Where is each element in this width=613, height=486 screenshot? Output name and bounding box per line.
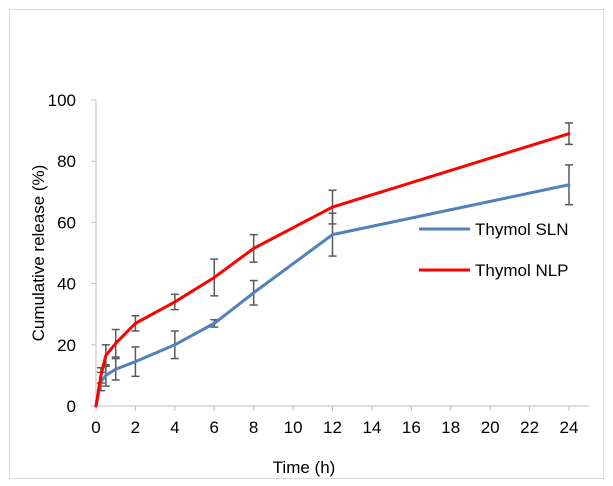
series-line-2 <box>94 132 571 408</box>
legend-label-1: Thymol SLN <box>475 220 569 239</box>
x-tick-label: 14 <box>362 418 381 437</box>
legend-label-2: Thymol NLP <box>475 261 569 280</box>
x-tick-label: 12 <box>323 418 342 437</box>
x-tick-label: 6 <box>210 418 219 437</box>
chart-frame <box>9 9 604 479</box>
y-tick-label: 100 <box>48 91 76 110</box>
y-tick-label: 20 <box>57 336 76 355</box>
error-bars <box>96 122 573 392</box>
y-tick-label: 60 <box>57 213 76 232</box>
x-tick-label: 0 <box>91 418 100 437</box>
x-tick-label: 2 <box>131 418 140 437</box>
y-tick-label: 0 <box>67 397 76 416</box>
legend: Thymol SLN Thymol NLP <box>419 220 569 280</box>
x-tick-label: 22 <box>520 418 539 437</box>
x-tick-label: 4 <box>170 418 179 437</box>
series-lines <box>94 132 571 408</box>
y-tick-label: 40 <box>57 275 76 294</box>
x-axis-title: Time (h) <box>273 458 336 477</box>
y-tick-label: 80 <box>57 152 76 171</box>
x-tick-label: 10 <box>284 418 303 437</box>
x-tick-label: 8 <box>249 418 258 437</box>
x-tick-label: 16 <box>402 418 421 437</box>
series-line-1 <box>94 183 571 408</box>
x-tick-label: 24 <box>560 418 579 437</box>
chart-axes <box>95 100 589 407</box>
x-tick-label: 18 <box>441 418 460 437</box>
x-tick-label: 20 <box>481 418 500 437</box>
y-axis-title: Cumulative release (%) <box>29 165 48 342</box>
